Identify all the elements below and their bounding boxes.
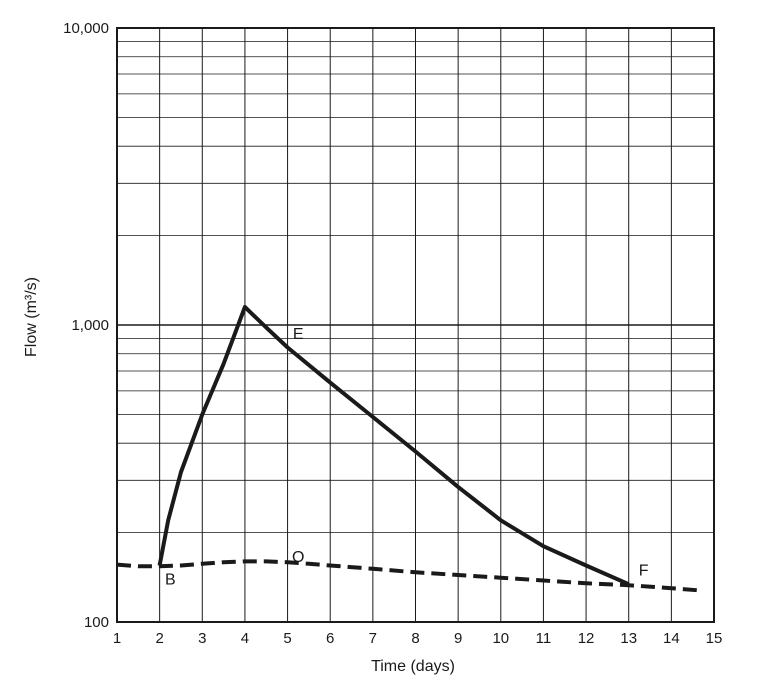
x-tick-label: 5 xyxy=(283,630,291,647)
x-axis-label: Time (days) xyxy=(371,658,455,675)
series-layer xyxy=(116,305,698,593)
x-tick-label: 3 xyxy=(198,630,206,647)
point-label-b: B xyxy=(165,572,176,589)
x-tick-label: 1 xyxy=(113,630,121,647)
x-tick-labels: 1 2 3 4 5 6 7 8 9 10 11 12 13 14 15 xyxy=(113,630,723,647)
plot-frame xyxy=(116,27,715,623)
x-tick-label: 2 xyxy=(155,630,163,647)
point-label-f: F xyxy=(639,563,649,580)
annotations: B E O F xyxy=(165,326,649,589)
hydrograph-solid-line xyxy=(157,305,630,587)
x-tick-label: 8 xyxy=(411,630,419,647)
x-tick-label: 9 xyxy=(454,630,462,647)
x-tick-label: 14 xyxy=(663,630,680,647)
point-label-o: O xyxy=(292,549,304,566)
x-tick-label: 7 xyxy=(369,630,377,647)
x-tick-label: 15 xyxy=(706,630,723,647)
y-tick-label: 10,000 xyxy=(63,20,109,37)
x-tick-label: 6 xyxy=(326,630,334,647)
y-tick-label: 1,000 xyxy=(71,317,109,334)
x-tick-label: 11 xyxy=(536,630,552,647)
x-tick-label: 12 xyxy=(578,630,595,647)
x-tick-label: 13 xyxy=(620,630,637,647)
y-axis-label: Flow (m³/s) xyxy=(23,277,40,357)
point-label-e: E xyxy=(293,326,304,343)
y-tick-label: 100 xyxy=(84,614,109,631)
y-tick-labels: 100 1,000 10,000 xyxy=(63,20,109,631)
baseflow-dashed-line xyxy=(116,559,698,593)
x-tick-label: 4 xyxy=(241,630,249,647)
x-tick-label: 10 xyxy=(492,630,509,647)
